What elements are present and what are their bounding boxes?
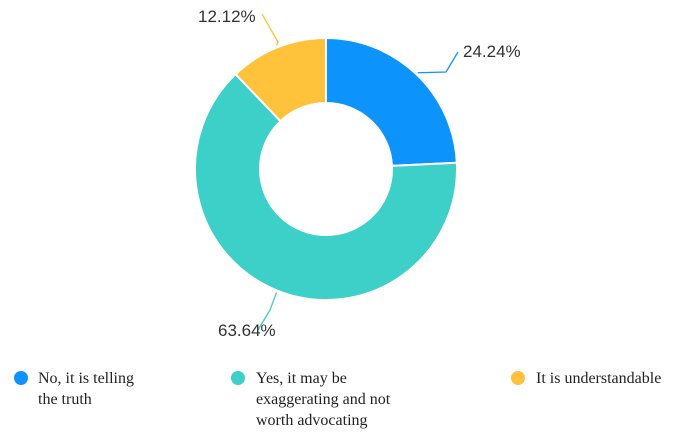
pie-slice-1 [325,36,458,167]
data-label-2: 63.64% [218,321,276,340]
leader-line-3 [261,13,279,46]
legend: No, it is telling the truth Yes, it may be… [14,370,661,429]
legend-marker-3 [511,371,525,385]
leader-lines [257,13,459,331]
legend-label-1-line-1: No, it is telling [38,370,134,387]
slices [194,36,458,301]
data-label-1: 24.24% [463,42,521,61]
legend-label-1-line-2: the truth [38,391,92,408]
data-labels: 24.24% 63.64% 12.12% [198,7,521,340]
pie-slice-3 [234,36,327,123]
legend-marker-1 [14,371,28,385]
legend-marker-2 [231,371,245,385]
legend-label-2-line-3: worth advocating [256,412,368,429]
legend-label-3-line-1: It is understandable [536,370,661,387]
legend-label-2-line-2: exaggerating and not [256,391,391,408]
legend-label-2-line-1: Yes, it may be [256,370,347,387]
data-label-3: 12.12% [198,7,256,26]
leader-line-2 [257,292,278,331]
leader-line-1 [417,51,459,74]
pie-slice-2 [194,72,458,301]
